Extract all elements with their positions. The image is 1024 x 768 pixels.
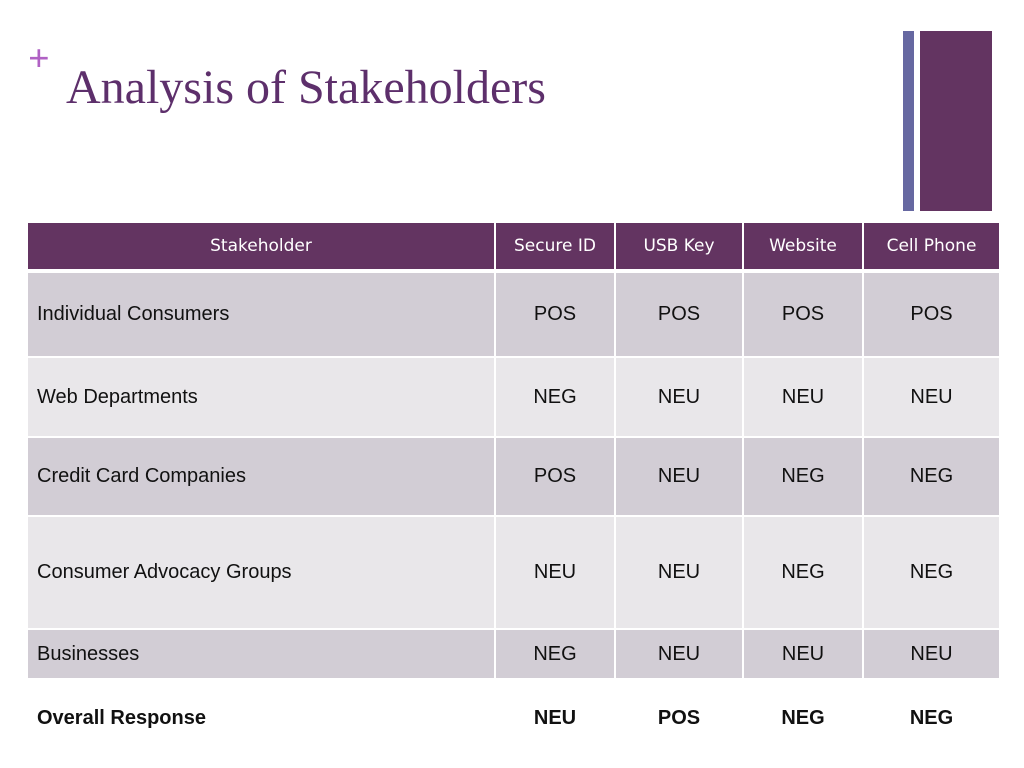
table-cell: NEG [494,628,616,680]
row-label: Consumer Advocacy Groups [26,515,496,630]
row-label: Overall Response [26,678,496,758]
table-cell: NEG [742,515,864,630]
table-cell: NEU [614,515,744,630]
row-label: Businesses [26,628,496,680]
header-cell-phone: Cell Phone [862,221,1001,273]
accent-bar-wide [920,31,992,211]
table-cell: NEU [614,628,744,680]
table-cell: NEG [862,678,1001,758]
stakeholder-table: Stakeholder Secure ID USB Key Website Ce… [26,221,1001,758]
row-label: Credit Card Companies [26,436,496,517]
table-row: Consumer Advocacy Groups NEU NEU NEG NEG [26,515,1001,630]
row-label: Individual Consumers [26,270,496,358]
header-website: Website [742,221,864,273]
table-cell: NEG [494,356,616,438]
table-header-row: Stakeholder Secure ID USB Key Website Ce… [26,221,1001,273]
table-cell: NEG [742,678,864,758]
table-row: Businesses NEG NEU NEU NEU [26,628,1001,680]
table-cell: POS [742,270,864,358]
table-cell: NEU [862,356,1001,438]
table-cell: NEU [614,356,744,438]
accent-bar-thin [903,31,914,211]
table-cell: NEU [862,628,1001,680]
plus-bullet-icon: + [28,38,50,80]
table-cell: POS [494,436,616,517]
table-cell: NEU [742,356,864,438]
table-row-overall: Overall Response NEU POS NEG NEG [26,678,1001,758]
table-cell: NEG [742,436,864,517]
table-cell: POS [614,678,744,758]
table-cell: NEU [494,678,616,758]
table-cell: NEG [862,436,1001,517]
table-cell: NEU [614,436,744,517]
header-stakeholder: Stakeholder [26,221,496,273]
header-secure-id: Secure ID [494,221,616,273]
table-cell: POS [494,270,616,358]
table-row: Credit Card Companies POS NEU NEG NEG [26,436,1001,517]
table-row: Web Departments NEG NEU NEU NEU [26,356,1001,438]
table-cell: NEU [742,628,864,680]
table-cell: POS [614,270,744,358]
table-cell: NEG [862,515,1001,630]
table-cell: POS [862,270,1001,358]
header-usb-key: USB Key [614,221,744,273]
slide-title: Analysis of Stakeholders [66,61,546,114]
table-cell: NEU [494,515,616,630]
row-label: Web Departments [26,356,496,438]
table-row: Individual Consumers POS POS POS POS [26,270,1001,358]
